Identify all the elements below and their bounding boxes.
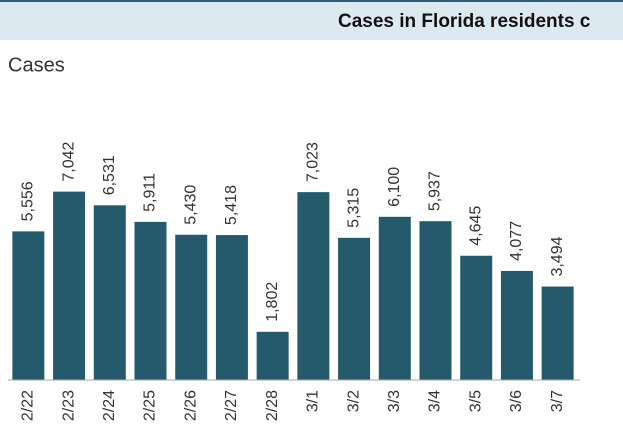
bar <box>93 205 126 380</box>
value-label: 6,531 <box>101 155 118 195</box>
bar <box>419 221 452 380</box>
value-label: 5,556 <box>20 181 37 221</box>
value-label: 7,042 <box>60 141 77 181</box>
x-tick-label: 2/25 <box>142 390 159 421</box>
x-tick-label: 3/2 <box>345 390 362 412</box>
y-axis-label: Cases <box>8 54 65 76</box>
bar <box>256 331 289 380</box>
x-tick-label: 3/5 <box>467 390 484 412</box>
x-tick-label: 2/26 <box>182 390 199 421</box>
value-label: 3,494 <box>549 236 566 276</box>
x-tick-label: 3/6 <box>508 390 525 412</box>
value-label: 5,315 <box>345 188 362 228</box>
x-tick-label: 2/23 <box>60 390 77 421</box>
value-label: 5,430 <box>182 185 199 225</box>
value-label: 5,937 <box>427 171 444 211</box>
bar <box>215 235 248 380</box>
bar <box>500 270 533 380</box>
value-label: 6,100 <box>386 167 403 207</box>
bar <box>53 191 86 380</box>
value-label: 7,023 <box>305 142 322 182</box>
chart-title: Cases in Florida residents c <box>338 11 591 32</box>
bar <box>175 234 208 380</box>
x-tick-label: 3/7 <box>549 390 566 412</box>
bar <box>134 221 167 380</box>
value-label: 4,077 <box>508 221 525 261</box>
value-label: 5,418 <box>223 185 240 225</box>
x-tick-label: 2/27 <box>223 390 240 421</box>
value-label: 4,645 <box>467 206 484 246</box>
bar <box>541 286 574 380</box>
bar <box>297 192 330 380</box>
x-tick-label: 3/4 <box>427 390 444 412</box>
x-tick-label: 3/1 <box>305 390 322 412</box>
bar <box>12 231 45 380</box>
value-label: 1,802 <box>264 282 281 322</box>
bar <box>338 237 371 380</box>
x-tick-label: 2/22 <box>20 390 37 421</box>
x-tick-label: 2/24 <box>101 390 118 421</box>
x-tick-label: 3/3 <box>386 390 403 412</box>
bar <box>378 216 411 380</box>
bar <box>460 255 493 380</box>
header-band <box>0 0 623 40</box>
x-tick-label: 2/28 <box>264 390 281 421</box>
value-label: 5,911 <box>142 173 159 212</box>
